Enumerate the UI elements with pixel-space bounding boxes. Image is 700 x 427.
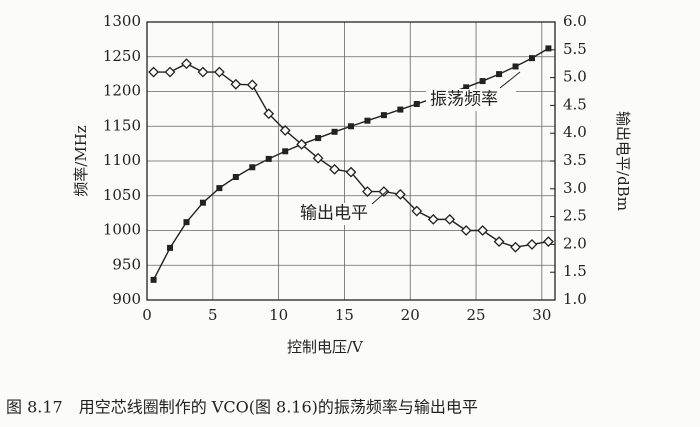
point bbox=[232, 173, 239, 180]
point bbox=[167, 244, 174, 251]
x-tick-label: 10 bbox=[269, 306, 288, 324]
y2-tick-label: 5.0 bbox=[563, 68, 587, 86]
point bbox=[213, 66, 225, 78]
series-label: 振荡频率 bbox=[430, 90, 498, 110]
point bbox=[510, 241, 521, 253]
y2-tick-label: 1.5 bbox=[563, 262, 587, 280]
y2-tick-label: 4.5 bbox=[563, 95, 587, 113]
point bbox=[282, 148, 289, 155]
plot-frame bbox=[146, 21, 556, 301]
point bbox=[496, 71, 503, 78]
point bbox=[378, 186, 390, 197]
label-bg bbox=[296, 203, 386, 225]
y2-tick-label: 5.5 bbox=[563, 40, 587, 58]
y-tick-label: 1300 bbox=[103, 12, 141, 30]
point bbox=[345, 166, 357, 178]
point bbox=[479, 78, 486, 85]
x-tick-label: 25 bbox=[466, 306, 485, 324]
point bbox=[444, 213, 456, 225]
point bbox=[411, 205, 423, 217]
point bbox=[545, 45, 552, 52]
y-axis-label: 频率/MHz bbox=[72, 125, 90, 196]
point bbox=[362, 186, 373, 197]
point bbox=[199, 199, 206, 206]
point bbox=[265, 155, 272, 162]
point bbox=[181, 58, 192, 70]
point bbox=[348, 123, 354, 130]
point bbox=[279, 125, 291, 136]
point bbox=[427, 213, 439, 225]
y2-tick-label: 3.5 bbox=[563, 151, 587, 169]
x-tick-label: 20 bbox=[401, 306, 420, 324]
leader bbox=[371, 189, 389, 205]
point bbox=[331, 128, 338, 135]
point bbox=[542, 236, 554, 248]
y2-tick-label: 3.0 bbox=[563, 179, 587, 197]
point bbox=[150, 276, 157, 283]
point bbox=[394, 188, 406, 200]
point bbox=[512, 63, 519, 70]
y2-tick-label: 4.0 bbox=[563, 123, 587, 141]
point bbox=[164, 66, 176, 78]
point bbox=[528, 55, 535, 62]
point bbox=[230, 78, 242, 90]
label-bg bbox=[426, 89, 516, 111]
point bbox=[263, 108, 275, 120]
point bbox=[397, 106, 404, 113]
point bbox=[460, 225, 472, 236]
point bbox=[463, 84, 470, 91]
point bbox=[197, 66, 209, 78]
y-tick-label: 1100 bbox=[103, 151, 141, 169]
point bbox=[246, 79, 258, 91]
point bbox=[249, 164, 256, 171]
point bbox=[477, 225, 489, 236]
x-tick-label: 5 bbox=[208, 306, 218, 324]
point bbox=[413, 101, 420, 108]
y2-tick-label: 2.0 bbox=[563, 234, 587, 252]
point bbox=[216, 185, 223, 192]
point bbox=[312, 152, 324, 164]
y-tick-label: 1000 bbox=[103, 221, 141, 239]
y-tick-label: 950 bbox=[112, 255, 141, 273]
y-tick-label: 1200 bbox=[103, 82, 141, 100]
point bbox=[380, 112, 387, 119]
y-tick-label: 1050 bbox=[103, 186, 141, 204]
point bbox=[493, 236, 505, 248]
y2-tick-label: 6.0 bbox=[563, 12, 587, 30]
x-tick-label: 15 bbox=[335, 306, 354, 324]
x-tick-label: 30 bbox=[532, 306, 551, 324]
y-tick-label: 1250 bbox=[103, 47, 141, 65]
y-tick-label: 900 bbox=[112, 290, 141, 308]
y-tick-label: 1150 bbox=[103, 116, 141, 134]
point bbox=[329, 163, 340, 175]
series-label: 输出电平 bbox=[300, 204, 368, 224]
point bbox=[526, 238, 538, 250]
point bbox=[315, 135, 322, 142]
caption: 图 8.17 用空芯线圈制作的 VCO(图 8.16)的振荡频率与输出电平 bbox=[6, 398, 478, 417]
point bbox=[296, 138, 308, 150]
y2-axis-label: 输出电平/dBm bbox=[614, 111, 632, 211]
point bbox=[183, 219, 190, 226]
point bbox=[148, 66, 160, 78]
y2-tick-label: 1.0 bbox=[563, 290, 587, 308]
leader bbox=[499, 71, 521, 89]
y2-tick-label: 2.5 bbox=[563, 207, 587, 225]
x-tick-label: 0 bbox=[142, 306, 152, 324]
point bbox=[364, 117, 371, 124]
x-axis-label: 控制电压/V bbox=[287, 338, 364, 356]
